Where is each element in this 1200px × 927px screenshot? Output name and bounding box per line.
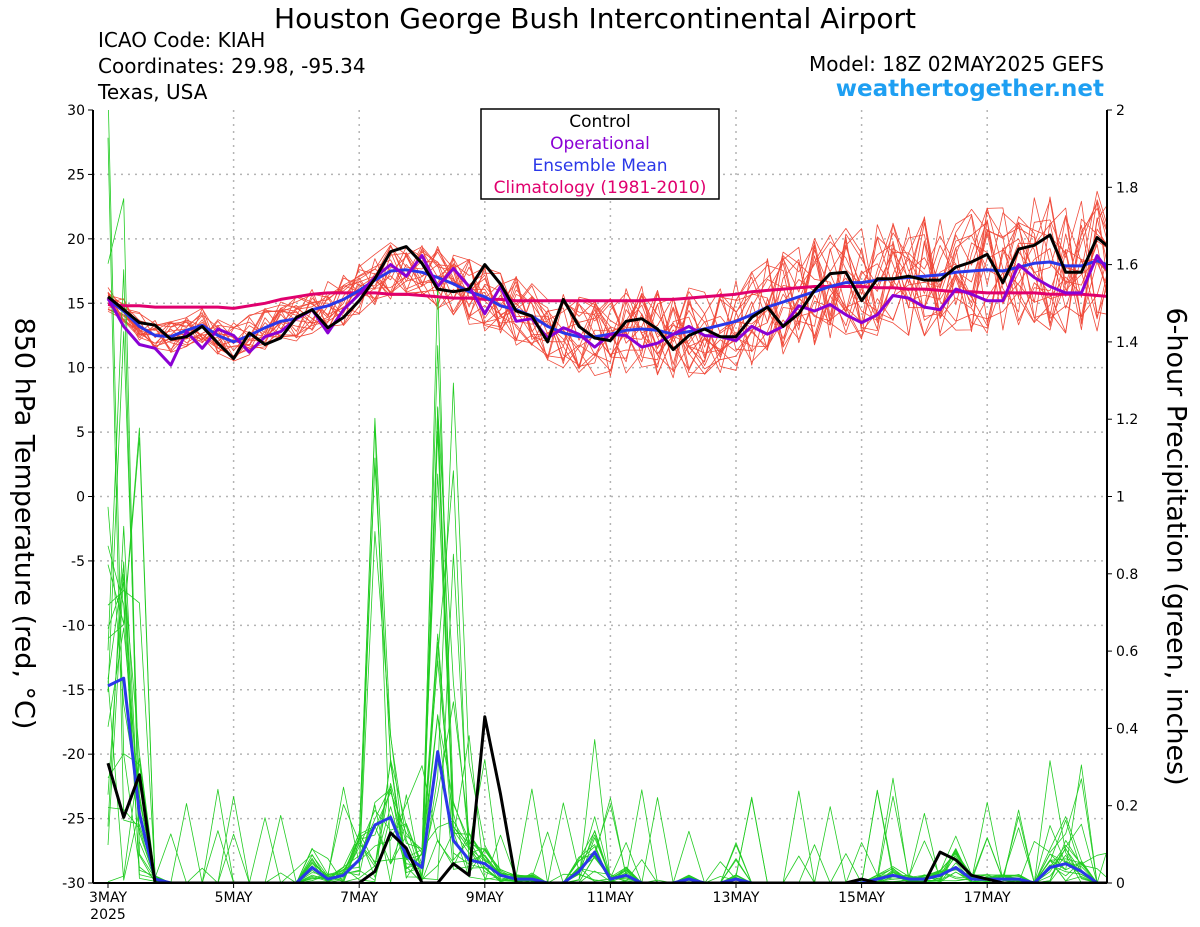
precip-member-line: [107, 525, 1107, 883]
legend-entry: Climatology (1981-2010): [494, 178, 707, 198]
precip-member-line: [107, 198, 1107, 883]
icao-code: ICAO Code: KIAH: [98, 28, 266, 52]
y-tick-label: 0: [76, 490, 85, 506]
legend-entry: Ensemble Mean: [532, 156, 667, 176]
precip-member-line: [107, 581, 1107, 883]
precip-member-line: [107, 417, 1107, 883]
y2-tick-label: 1.4: [1116, 335, 1138, 351]
precip-member-line: [107, 406, 1107, 883]
y2-tick-label: 0: [1116, 876, 1125, 892]
y2-tick-label: 0.8: [1116, 567, 1138, 583]
precip-member-line: [107, 331, 1107, 883]
precip-control-line: [106, 715, 1107, 883]
precip-member-line: [107, 137, 1107, 883]
x-tick-label: 11MAY: [587, 890, 634, 906]
y-tick-label: -30: [62, 876, 85, 892]
y-tick-label: -25: [62, 812, 85, 828]
y2-tick-label: 1.6: [1116, 258, 1138, 274]
x-tick-label: 5MAY: [215, 890, 253, 906]
x-tick-label: 13MAY: [713, 890, 760, 906]
chart-title: Houston George Bush Intercontinental Air…: [274, 2, 916, 35]
legend-entry: Operational: [550, 134, 650, 154]
precip-member-line: [107, 407, 1107, 883]
y-tick-label: -20: [62, 747, 85, 763]
y-tick-label: 5: [76, 425, 85, 441]
y-tick-label: 25: [67, 167, 85, 183]
precip-member-line: [107, 345, 1107, 883]
precip-member-line: [107, 269, 1107, 883]
operational-line: [106, 254, 1107, 367]
y2-tick-label: 0.2: [1116, 799, 1138, 815]
y-tick-label: 15: [67, 296, 85, 312]
x-tick-label: 9MAY: [466, 890, 504, 906]
precip-mean-line: [107, 676, 1107, 883]
coordinates: Coordinates: 29.98, -95.34: [98, 54, 366, 78]
legend-entry: Control: [569, 112, 630, 132]
y-tick-label: -10: [62, 618, 85, 634]
x-tick-label: 17MAY: [964, 890, 1011, 906]
legend-box: [480, 108, 720, 200]
precip-member-line: [108, 110, 1107, 883]
temp-member-line: [107, 216, 1107, 367]
precip-member-line: [107, 470, 1107, 883]
series-layer: [106, 110, 1107, 883]
y2-tick-label: 0.4: [1116, 721, 1138, 737]
y2-tick-label: 0.6: [1116, 644, 1138, 660]
precip-member-line: [107, 680, 1107, 883]
y-tick-label: 30: [67, 103, 85, 119]
temp-control-line: [107, 233, 1107, 361]
temp-member-line: [107, 218, 1107, 377]
y2-tick-label: 1.8: [1116, 180, 1138, 196]
climatology-line: [107, 285, 1107, 310]
region-label: Texas, USA: [98, 80, 208, 104]
y2-tick-label: 1: [1116, 490, 1125, 506]
y2-tick-label: 2: [1116, 103, 1125, 119]
x-tick-label: 3MAY: [89, 890, 127, 906]
temp-member-line: [107, 214, 1107, 372]
y-tick-label: -15: [62, 683, 85, 699]
x-tick-label: 15MAY: [838, 890, 885, 906]
y-tick-label: 10: [67, 361, 85, 377]
precip-member-line: [107, 283, 1107, 883]
website-link[interactable]: weathertogether.net: [835, 76, 1104, 102]
model-run: Model: 18Z 02MAY2025 GEFS: [809, 52, 1104, 76]
precip-member-line: [107, 715, 1107, 883]
y2-tick-label: 1.2: [1116, 412, 1138, 428]
x-tick-sublabel: 2025: [90, 907, 126, 923]
y-tick-label: -5: [71, 554, 85, 570]
temp-member-line: [107, 200, 1107, 374]
y-tick-label: 20: [67, 232, 85, 248]
x-tick-label: 7MAY: [340, 890, 378, 906]
